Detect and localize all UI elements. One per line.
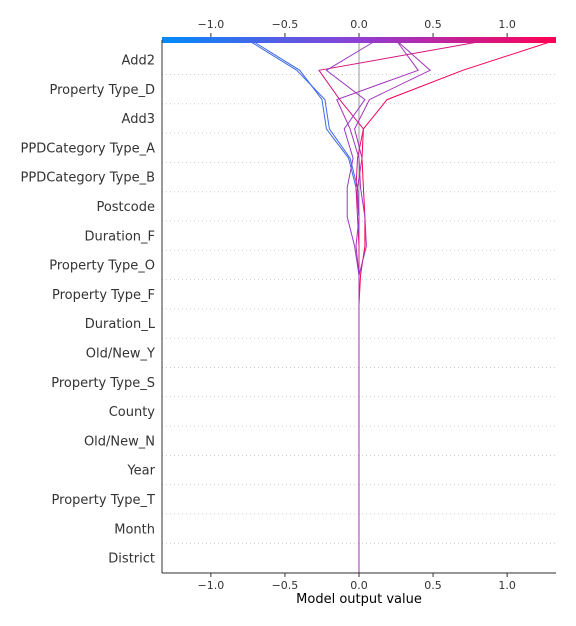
feature-label: Property Type_D — [49, 83, 155, 98]
decision-line — [250, 39, 360, 573]
feature-label: Property Type_O — [49, 259, 155, 274]
feature-label: PPDCategory Type_B — [21, 171, 155, 186]
feature-label: Add2 — [122, 54, 155, 69]
feature-label: Property Type_S — [51, 376, 155, 391]
decision-line — [247, 39, 360, 573]
decision-line — [325, 39, 378, 573]
feature-label: Duration_F — [85, 229, 155, 244]
feature-label: Duration_L — [85, 317, 156, 332]
x-tick-label-top: 1.0 — [498, 18, 516, 31]
x-tick-label-bottom: 0.0 — [350, 579, 368, 592]
decision-line — [354, 39, 431, 573]
feature-label: Month — [114, 522, 155, 537]
x-tick-label-top: −0.5 — [272, 18, 299, 31]
x-tick-label-top: 0.0 — [350, 18, 368, 31]
color-bar — [162, 37, 556, 43]
feature-label: Year — [126, 464, 155, 479]
axes: −1.0 −1.0 −0.5 −0.5 0.0 0.0 0.5 0.5 1.0 1.0 — [161, 18, 556, 592]
feature-label: Old/New_Y — [86, 347, 155, 362]
x-tick-label-bottom: −0.5 — [272, 579, 299, 592]
x-tick-label-bottom: −1.0 — [198, 579, 225, 592]
decision-line — [358, 39, 557, 573]
feature-labels: Add2 Property Type_D Add3 PPDCategory Type_… — [21, 54, 156, 567]
feature-label: County — [109, 405, 156, 420]
feature-label: District — [108, 552, 155, 567]
x-axis-label: Model output value — [296, 592, 422, 607]
feature-label: PPDCategory Type_A — [21, 141, 156, 156]
x-tick-label-top: 0.5 — [424, 18, 442, 31]
feature-label: Postcode — [96, 200, 155, 215]
feature-label: Property Type_F — [52, 288, 155, 303]
x-tick-label-bottom: 1.0 — [498, 579, 516, 592]
x-tick-label-top: −1.0 — [198, 18, 225, 31]
decision-line — [336, 39, 419, 573]
decision-lines — [247, 39, 557, 573]
decision-line — [318, 39, 490, 573]
feature-label: Old/New_N — [84, 434, 155, 449]
feature-label: Property Type_T — [52, 493, 156, 508]
x-tick-label-bottom: 0.5 — [424, 579, 442, 592]
feature-label: Add3 — [122, 112, 155, 127]
